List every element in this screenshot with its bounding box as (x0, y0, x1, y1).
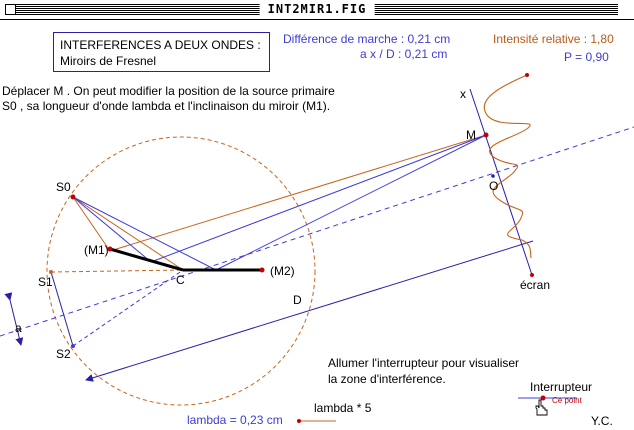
intensity-top-point (525, 73, 529, 77)
label-screen: écran (520, 278, 550, 292)
s1-s2-segment (50, 271, 74, 347)
switch-note-line-2: la zone d'interférence. (328, 372, 446, 386)
blue-ray-incident-2 (72, 196, 217, 271)
switch-handle[interactable] (540, 395, 546, 401)
label-m: M (466, 128, 476, 142)
source-s2-point (71, 344, 75, 348)
window-title: INT2MIR1.FIG (259, 2, 375, 17)
source-circle (46, 136, 316, 406)
s2-axis-line (72, 269, 184, 347)
blue-ray-reflected-2 (215, 134, 487, 271)
info-box-subtitle: Miroirs de Fresnel (60, 54, 157, 68)
label-s2: S2 (56, 347, 71, 361)
distance-a-arrow (4, 292, 24, 346)
source-s0-handle[interactable] (70, 194, 76, 200)
label-o: O (489, 179, 498, 193)
orange-ray-reflected (109, 134, 487, 252)
screen-handle[interactable] (530, 273, 534, 277)
blue-ray-incident-1 (72, 196, 152, 263)
mirror-m1[interactable] (109, 247, 184, 272)
lambda-handle[interactable] (297, 419, 301, 423)
instructions-line-2: S0 , sa longueur d'onde lambda et l'incl… (2, 99, 331, 113)
close-box-button[interactable] (5, 4, 16, 15)
path-difference-readout: Différence de marche : 0,21 cm (283, 32, 451, 46)
window-title-bar: INT2MIR1.FIG (0, 0, 634, 20)
switch-hint: Ce point (552, 396, 582, 405)
symmetry-axis (0, 126, 634, 337)
switch-label: Interrupteur (530, 380, 593, 394)
hand-pointer-icon (535, 399, 548, 416)
label-x: x (460, 87, 466, 101)
switch-note-line-1: Allumer l'interrupteur pour visualiser (328, 356, 520, 370)
s1-axis-line (50, 269, 184, 273)
label-m1: (M1) (84, 243, 109, 257)
label-d: D (293, 293, 302, 307)
p-value-readout: P = 0,90 (564, 50, 609, 64)
blue-ray-reflected-1 (150, 134, 487, 263)
relative-intensity-readout: Intensité relative : 1,80 (493, 32, 614, 46)
source-s1-point (49, 270, 53, 274)
point-m-handle[interactable] (483, 132, 489, 138)
lambda-value-label: lambda = 0,23 cm (187, 413, 283, 427)
point-o (491, 174, 495, 178)
ax-over-d-readout: a x / D : 0,21 cm (360, 47, 448, 61)
label-c: C (176, 273, 185, 287)
instructions-line-1: Déplacer M . On peut modifier la positio… (2, 84, 335, 98)
info-box: INTERFERENCES A DEUX ONDES : Miroirs de … (53, 32, 270, 72)
distance-d-arrow (85, 240, 534, 382)
label-a: a (15, 321, 22, 335)
orange-ray-to-c (72, 196, 184, 271)
orange-ray-incident (72, 196, 111, 252)
intensity-curve (483, 74, 532, 259)
label-s0: S0 (56, 180, 71, 194)
label-s1: S1 (38, 275, 53, 289)
author-credit: Y.C. (591, 414, 613, 428)
label-m2: (M2) (270, 264, 295, 278)
info-box-title: INTERFERENCES A DEUX ONDES : (60, 38, 261, 52)
mirror-m2-end-point (259, 267, 265, 273)
lambda-scale-label: lambda * 5 (314, 401, 372, 415)
mirror-m1-handle[interactable] (107, 246, 113, 252)
